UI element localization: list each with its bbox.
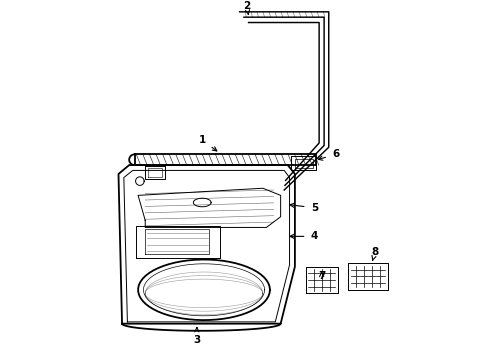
Text: 8: 8 [371,247,379,260]
Text: 4: 4 [290,231,318,241]
Text: 5: 5 [290,203,318,213]
Text: 1: 1 [198,135,217,151]
Text: 6: 6 [318,149,340,160]
Text: 3: 3 [193,327,200,345]
Text: 7: 7 [318,271,325,280]
Text: 2: 2 [243,1,250,14]
